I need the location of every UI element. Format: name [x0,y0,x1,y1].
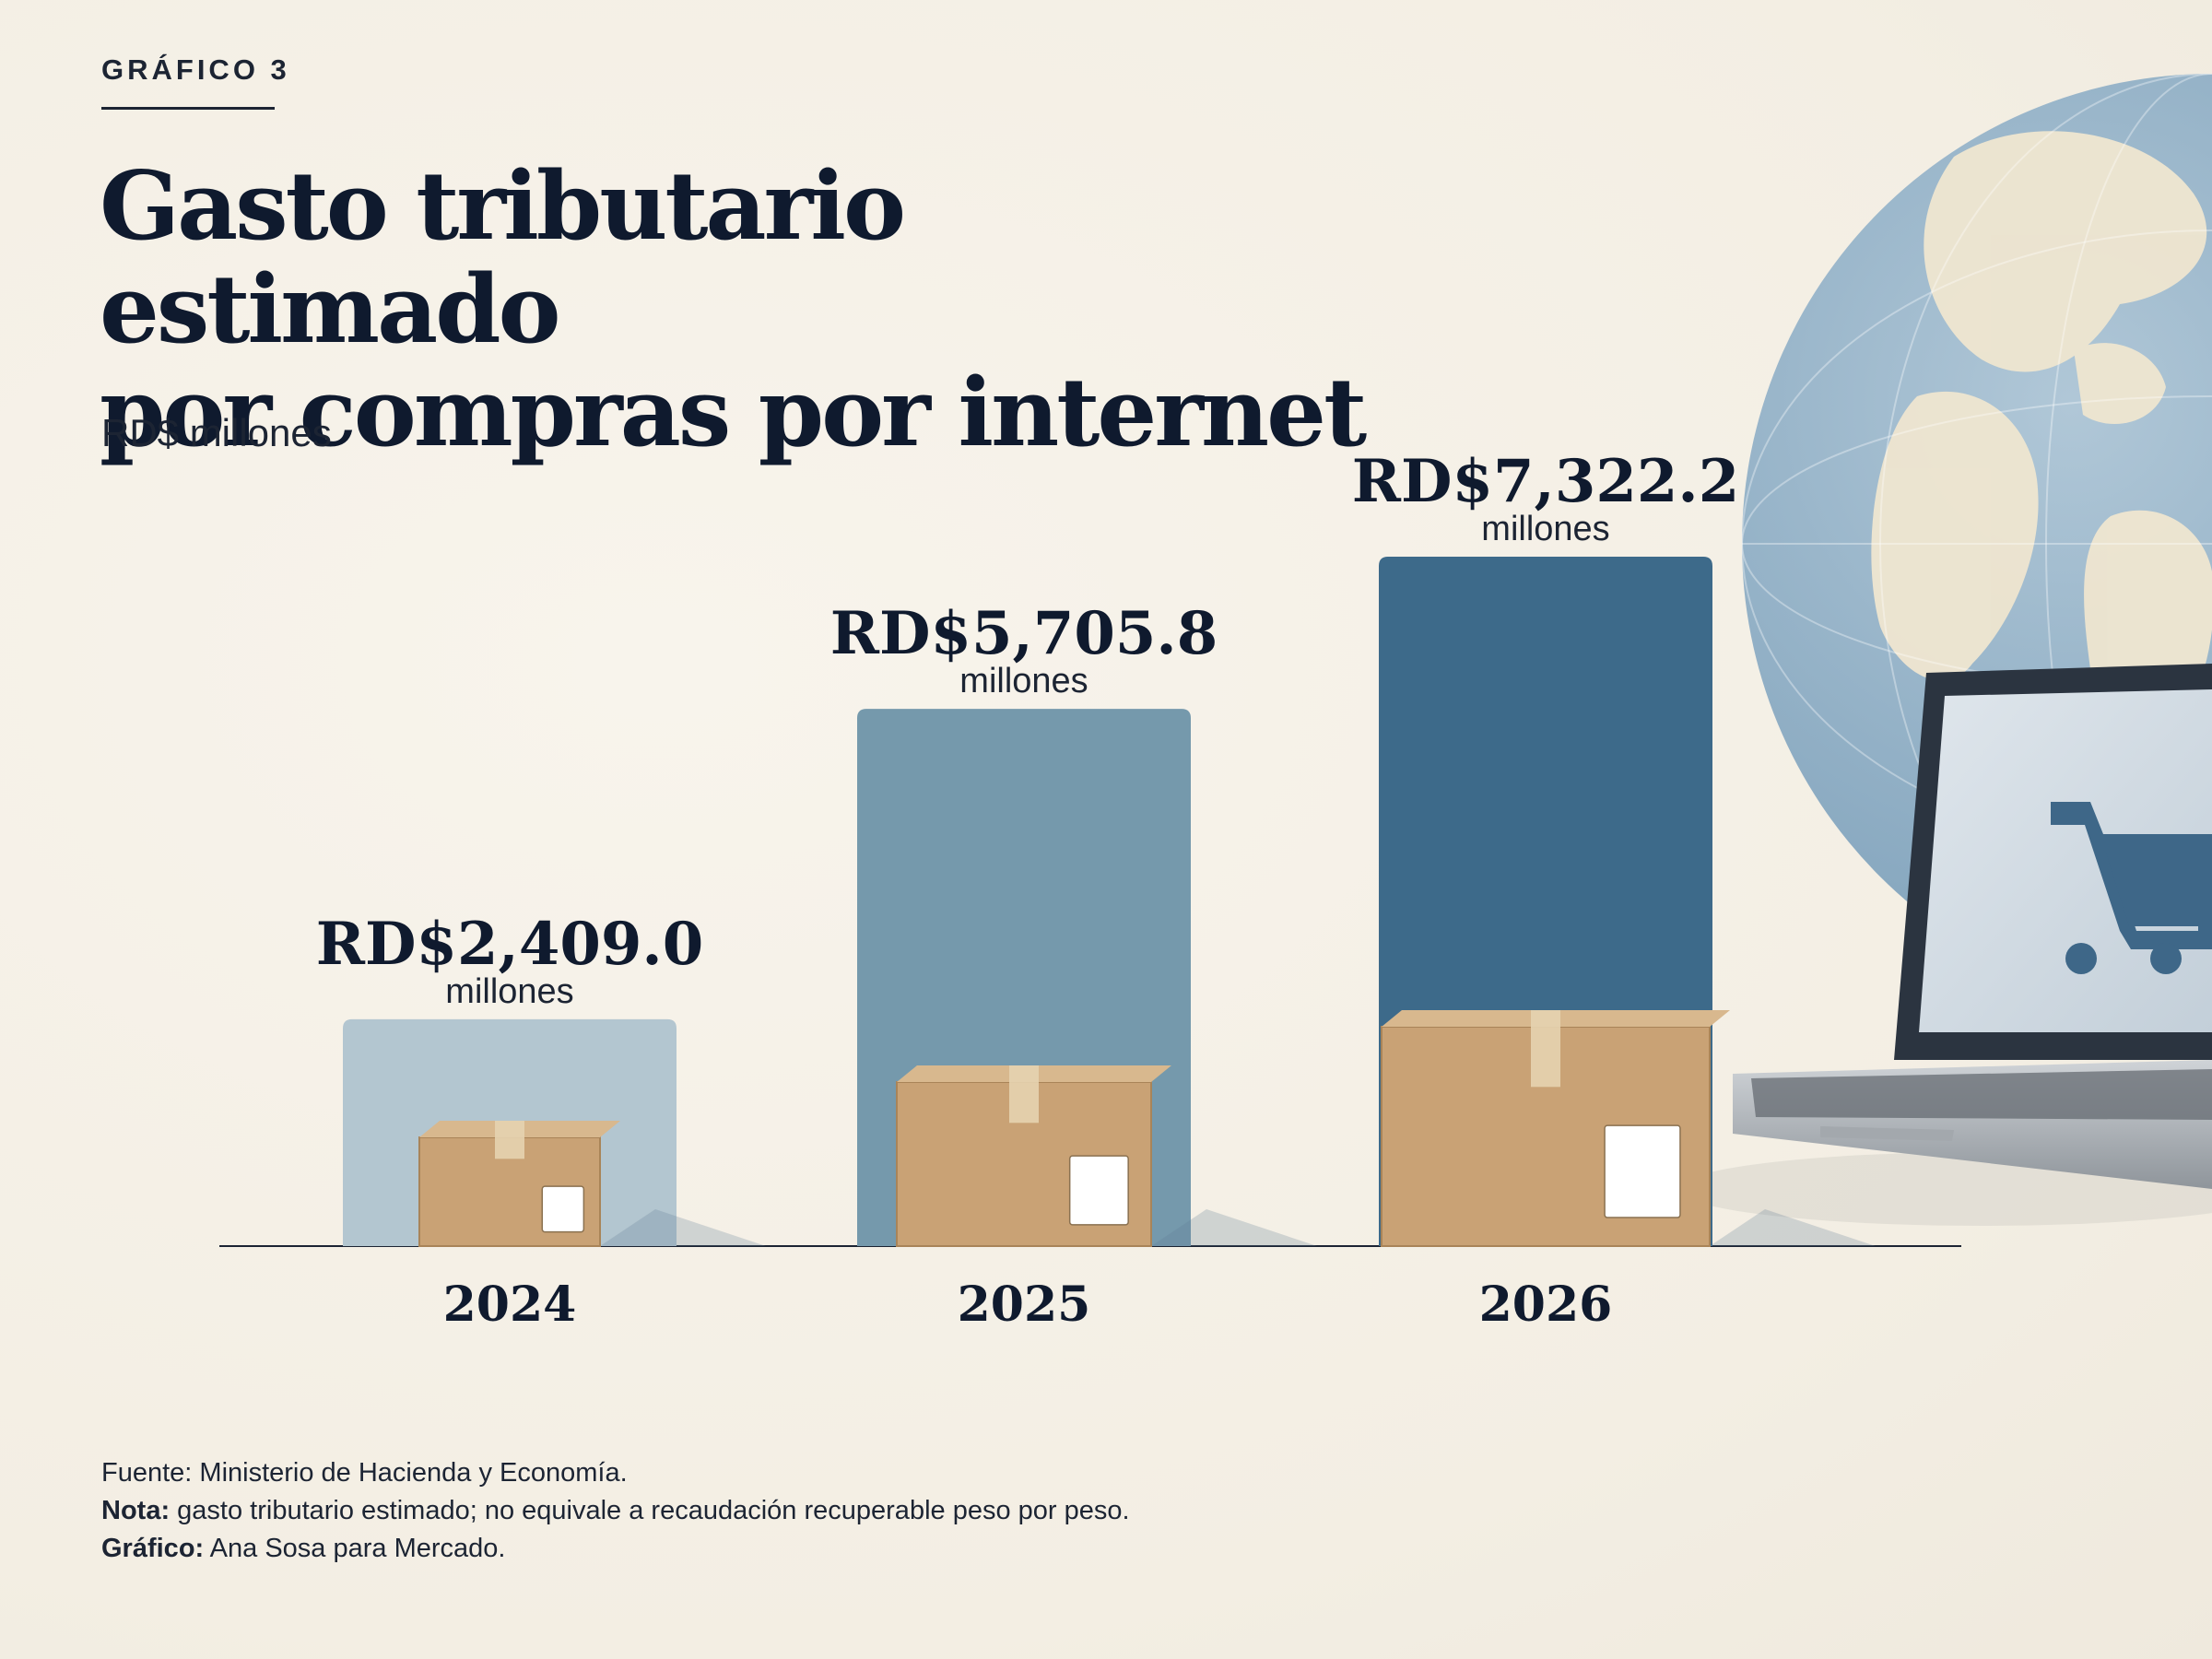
note-text: gasto tributario estimado; no equivale a… [177,1496,1130,1525]
box-shadow [1710,1209,1876,1246]
barcode-label-icon [1068,1155,1129,1226]
source-line: Fuente: Ministerio de Hacienda y Economí… [101,1454,1130,1492]
chart-title-line-1: Gasto tributario estimado [100,151,906,365]
data-label-2025: RD$5,705.8 [830,599,1218,668]
note-label: Nota: [101,1496,171,1525]
credit-line: Gráfico: Ana Sosa para Mercado. [101,1530,1130,1568]
data-unit-label: millones [959,662,1088,700]
barcode-label-icon [541,1185,585,1233]
credit-label: Gráfico: [101,1534,205,1563]
x-tick-label: 2024 [443,1277,577,1333]
data-label-2026: RD$7,322.2 [1352,447,1739,516]
credit-text: Ana Sosa para Mercado. [209,1534,506,1563]
shopping-cart-icon [2051,802,2212,974]
source-text: Ministerio de Hacienda y Economía. [199,1458,628,1488]
data-label-2024: RD$2,409.0 [316,910,703,979]
box-shadow [1151,1209,1317,1246]
box-shadow [600,1209,766,1246]
box-tape [1009,1065,1039,1124]
chart-unit-label: RD$ millones [101,411,332,454]
barcode-label-icon [1604,1124,1681,1218]
x-tick-label: 2026 [1479,1277,1613,1333]
laptop-icon [1677,664,2212,1226]
source-label: Fuente: [101,1458,193,1488]
data-unit-label: millones [1481,510,1609,548]
note-line: Nota: gasto tributario estimado; no equi… [101,1492,1130,1530]
chart-title: Gasto tributario estimado por compras po… [100,155,1390,465]
chart-footer: Fuente: Ministerio de Hacienda y Economí… [101,1454,1130,1568]
box-tape [1531,1010,1560,1088]
chart-eyebrow: GRÁFICO 3 [101,53,290,86]
eyebrow-divider [101,107,275,110]
x-tick-label: 2025 [958,1277,1091,1333]
data-unit-label: millones [445,972,573,1011]
chart-title-line-2: por compras por internet [100,358,1367,468]
box-tape [495,1121,524,1159]
